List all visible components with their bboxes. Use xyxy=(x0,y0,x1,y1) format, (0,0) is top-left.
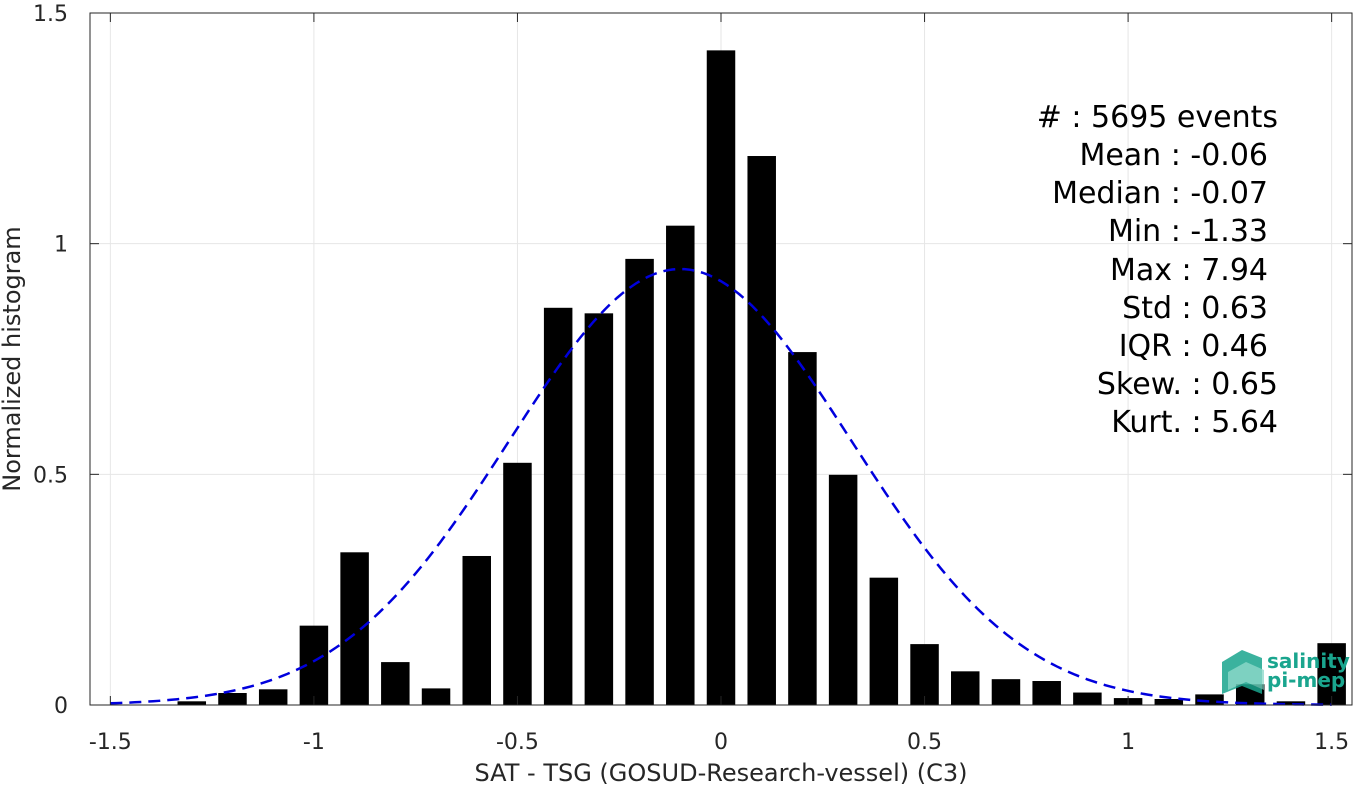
histogram-bar-10 xyxy=(584,313,614,705)
histogram-bar-12 xyxy=(666,225,695,705)
y-axis-title: Normalized histogram xyxy=(0,226,26,491)
y-tick-label-3: 1.5 xyxy=(33,2,68,27)
histogram-bar-13 xyxy=(706,50,736,706)
stat-std: Std : 0.63 xyxy=(1122,291,1268,326)
histogram-bar-27 xyxy=(1276,701,1306,705)
stat-iqr: IQR : 0.46 xyxy=(1119,329,1268,364)
stat-mean: Mean : -0.06 xyxy=(1079,138,1268,173)
x-tick-label-0: -1.5 xyxy=(89,730,132,755)
stat-skew: Skew. : 0.65 xyxy=(1097,367,1278,402)
axis-tick-labels: -1.5 -1 -0.5 0 0.5 1 1.5 0 0.5 1 1.5 xyxy=(33,2,1349,755)
histogram-bar-11 xyxy=(625,258,654,705)
x-tick-label-2: -0.5 xyxy=(496,730,539,755)
histogram-bar-24 xyxy=(1154,699,1184,705)
y-tick-label-0: 0 xyxy=(54,694,68,719)
histogram-bar-9 xyxy=(543,307,573,705)
histogram-bars xyxy=(177,50,1346,706)
x-tick-label-3: 0 xyxy=(714,730,728,755)
y-tick-label-1: 0.5 xyxy=(33,463,68,488)
histogram-bar-14 xyxy=(747,156,776,706)
histogram-bar-1 xyxy=(218,693,247,705)
logo-text-line2: pi-mep xyxy=(1267,668,1345,692)
y-tick-label-2: 1 xyxy=(54,233,68,258)
x-tick-label-5: 1 xyxy=(1121,730,1135,755)
normal-fit-curve xyxy=(110,267,1332,706)
histogram-bar-4 xyxy=(340,552,369,705)
histogram-bar-28 xyxy=(1317,643,1346,705)
histogram-bar-22 xyxy=(1073,692,1102,705)
histogram-bar-0 xyxy=(177,701,207,705)
histogram-bar-16 xyxy=(828,474,858,705)
histogram-bar-15 xyxy=(788,352,817,705)
stat-min: Min : -1.33 xyxy=(1108,214,1268,249)
histogram-bar-18 xyxy=(910,644,939,705)
logo-text-line1: salinity xyxy=(1267,649,1350,673)
histogram-bar-6 xyxy=(421,688,451,705)
stat-kurt: Kurt. : 5.64 xyxy=(1111,405,1278,440)
salinity-pi-mep-logo: salinity pi-mep xyxy=(1222,649,1350,694)
logo-wave-icon xyxy=(1222,650,1264,694)
statistics-annotation: # : 5695 events Mean : -0.06 Median : -0… xyxy=(1037,100,1278,440)
histogram-bar-2 xyxy=(258,689,288,705)
histogram-bar-20 xyxy=(991,679,1021,705)
histogram-bar-21 xyxy=(1032,681,1061,705)
histogram-bar-8 xyxy=(503,462,532,705)
x-tick-label-1: -1 xyxy=(303,730,325,755)
histogram-bar-5 xyxy=(381,662,410,705)
x-axis-title: SAT - TSG (GOSUD-Research-vessel) (C3) xyxy=(475,759,968,785)
stat-median: Median : -0.07 xyxy=(1052,176,1268,211)
histogram-bar-7 xyxy=(462,555,491,705)
histogram-bar-17 xyxy=(869,577,899,705)
x-tick-label-4: 0.5 xyxy=(907,730,942,755)
stat-max: Max : 7.94 xyxy=(1110,253,1268,288)
axis-ticks xyxy=(90,12,1352,706)
histogram-bar-19 xyxy=(951,671,980,705)
stat-count: # : 5695 events xyxy=(1037,100,1278,135)
x-tick-label-6: 1.5 xyxy=(1314,730,1349,755)
histogram-bar-25 xyxy=(1195,694,1224,705)
